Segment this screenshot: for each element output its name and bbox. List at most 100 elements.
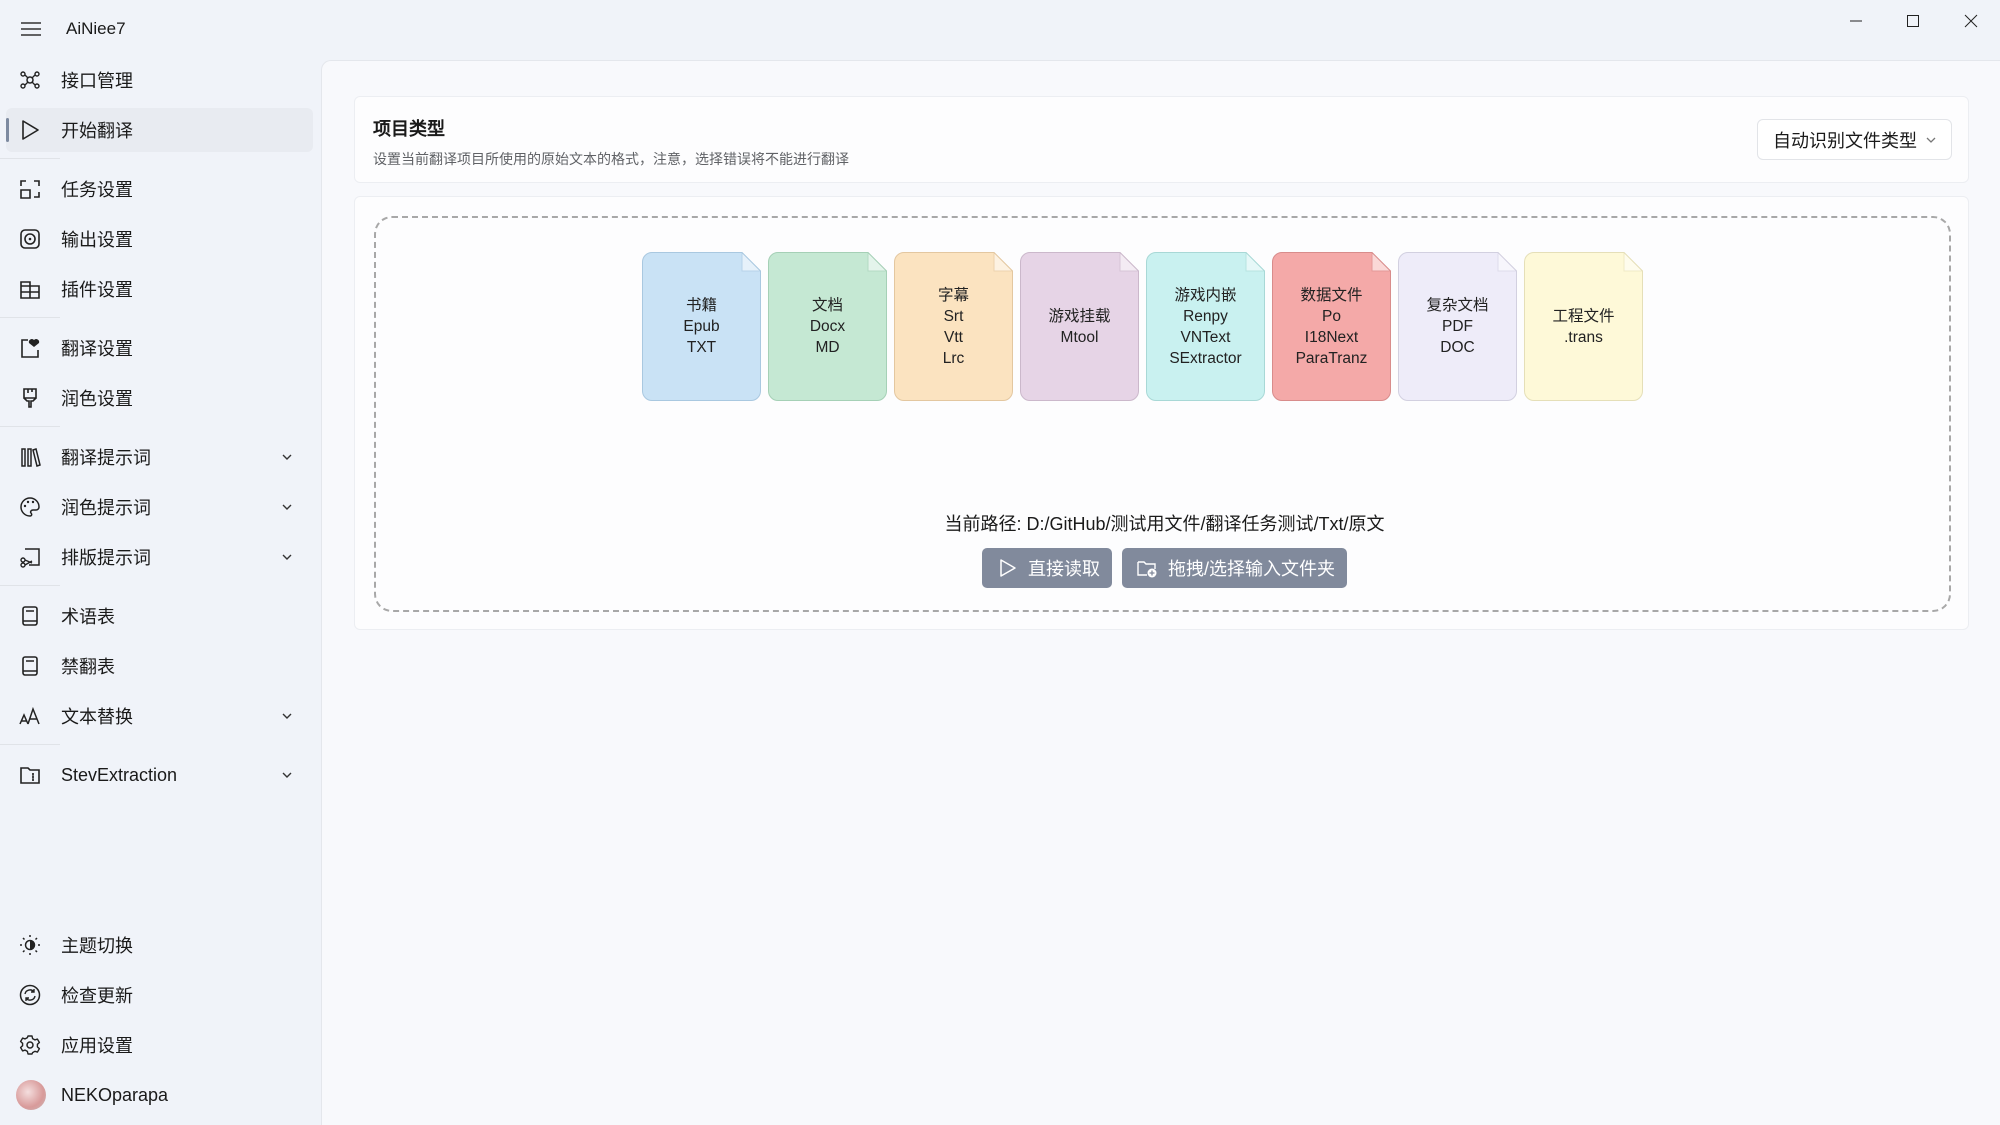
file-type-line: Vtt [944, 328, 963, 346]
file-type-line: TXT [686, 339, 717, 356]
sidebar-item-label: 任务设置 [61, 180, 133, 200]
file-type-card: 数据文件 Po I18Next ParaTranz [1272, 252, 1391, 401]
minimize-button[interactable] [1833, 6, 1879, 36]
sidebar-item-label: NEKOparapa [61, 1084, 169, 1105]
chevron-down-icon[interactable] [280, 768, 294, 782]
sidebar-item-label: 接口管理 [61, 71, 133, 91]
sidebar-item-9[interactable]: 排版提示词 [0, 532, 320, 582]
folder-zip-icon [20, 767, 40, 784]
project-type-dropdown[interactable]: 自动识别文件类型 [1757, 119, 1952, 160]
sidebar-item-13[interactable]: StevExtraction [0, 750, 320, 800]
menu-icon[interactable] [20, 20, 42, 38]
sidebar-divider [0, 155, 320, 164]
drop-zone[interactable]: 当前路径: D:/GitHub/测试用文件/翻译任务测试/Txt/原文 直接读取… [374, 216, 1951, 612]
file-type-line: 游戏内嵌 [1174, 286, 1237, 304]
file-icon [894, 252, 1013, 401]
sidebar-item-label: 翻译设置 [61, 339, 133, 359]
maximize-button[interactable] [1890, 6, 1936, 36]
sidebar-item-bottom-2[interactable]: 应用设置 [0, 1020, 320, 1070]
app-title: AiNiee7 [66, 19, 126, 38]
book-icon [22, 656, 38, 676]
file-type-line: I18Next [1304, 328, 1359, 346]
sidebar-divider [0, 314, 320, 323]
file-icon [768, 252, 887, 401]
sidebar-item-8[interactable]: 润色提示词 [0, 482, 320, 532]
chevron-down-icon[interactable] [280, 500, 294, 514]
sidebar-item-label: 文本替换 [61, 707, 133, 727]
file-type-line: Renpy [1183, 307, 1228, 325]
sidebar-item-11[interactable]: 禁翻表 [0, 641, 320, 691]
file-type-line: DOC [1440, 339, 1475, 356]
close-button[interactable] [1948, 6, 1994, 36]
file-type-line: Epub [683, 318, 720, 335]
sidebar-item-5[interactable]: 翻译设置 [0, 323, 320, 373]
chevron-down-icon[interactable] [280, 450, 294, 464]
sidebar-item-label: 润色设置 [61, 389, 133, 409]
sidebar-divider [0, 582, 320, 591]
sidebar-item-2[interactable]: 任务设置 [0, 164, 320, 214]
sidebar-item-label: 翻译提示词 [61, 448, 151, 468]
theme-icon [20, 935, 40, 955]
direct-read-button[interactable]: 直接读取 [982, 548, 1112, 588]
book-icon [22, 606, 38, 626]
gear-icon [19, 1035, 41, 1055]
sidebar-divider [0, 423, 320, 432]
file-type-line: PDF [1442, 318, 1473, 335]
sidebar-item-10[interactable]: 术语表 [0, 591, 320, 641]
input-card: 当前路径: D:/GitHub/测试用文件/翻译任务测试/Txt/原文 直接读取… [354, 196, 1969, 630]
file-type-line: Mtool [1060, 328, 1099, 346]
file-type-line: 文档 [811, 297, 843, 314]
file-type-card: 工程文件 .trans [1524, 252, 1643, 401]
chevron-down-icon[interactable] [280, 550, 294, 564]
dropdown-value: 自动识别文件类型 [1773, 130, 1917, 151]
file-type-line: Po [1322, 307, 1341, 325]
sidebar-item-label: 润色提示词 [61, 498, 151, 518]
sidebar-item-bottom-1[interactable]: 检查更新 [0, 970, 320, 1020]
file-type-line: 字幕 [937, 286, 969, 304]
sidebar-item-label: 检查更新 [61, 986, 133, 1006]
sidebar-item-6[interactable]: 润色设置 [0, 373, 320, 423]
file-type-card: 书籍 Epub TXT [642, 252, 761, 401]
project-type-card: 项目类型 设置当前翻译项目所使用的原始文本的格式，注意，选择错误将不能进行翻译 … [354, 96, 1969, 183]
sidebar-divider [0, 741, 320, 750]
sidebar-item-4[interactable]: 插件设置 [0, 264, 320, 314]
task-frame-icon [20, 180, 40, 199]
minimize-icon [1850, 20, 1862, 22]
project-type-subtitle: 设置当前翻译项目所使用的原始文本的格式，注意，选择错误将不能进行翻译 [373, 151, 849, 167]
file-icon [1020, 252, 1139, 401]
select-folder-button[interactable]: 拖拽/选择输入文件夹 [1122, 548, 1347, 588]
file-type-line: 工程文件 [1552, 307, 1615, 325]
sidebar-item-3[interactable]: 输出设置 [0, 214, 320, 264]
brush-icon [23, 388, 37, 408]
main-panel: 项目类型 设置当前翻译项目所使用的原始文本的格式，注意，选择错误将不能进行翻译 … [321, 60, 2000, 1125]
file-type-line: Docx [809, 318, 846, 335]
sidebar-item-7[interactable]: 翻译提示词 [0, 432, 320, 482]
network-icon [20, 71, 40, 89]
play-icon [22, 120, 39, 140]
file-type-line: 复杂文档 [1426, 297, 1489, 314]
file-type-card: 文档 Docx MD [768, 252, 887, 401]
sidebar-item-bottom-3[interactable]: NEKOparapa [0, 1070, 320, 1120]
sidebar-item-12[interactable]: 文本替换 [0, 691, 320, 741]
heart-note-icon [21, 339, 40, 358]
chevron-down-icon[interactable] [280, 709, 294, 723]
file-icon [1146, 252, 1265, 401]
sidebar-item-label: 插件设置 [61, 280, 133, 300]
library-icon [21, 448, 41, 467]
file-type-line: 游戏挂载 [1048, 307, 1111, 325]
file-type-line: ParaTranz [1295, 349, 1368, 367]
sidebar-item-1[interactable]: 开始翻译 [0, 105, 320, 155]
sidebar-bottom: 主题切换检查更新应用设置 NEKOparapa [0, 920, 320, 1120]
file-type-card: 游戏内嵌 Renpy VNText SExtractor [1146, 252, 1265, 401]
file-icon [1524, 252, 1643, 401]
project-type-title: 项目类型 [373, 119, 445, 139]
folder-add-icon [1137, 561, 1157, 578]
file-icon [1272, 252, 1391, 401]
sidebar-item-bottom-0[interactable]: 主题切换 [0, 920, 320, 970]
file-type-line: 数据文件 [1300, 286, 1363, 304]
direct-read-label: 直接读取 [1028, 559, 1100, 579]
select-folder-label: 拖拽/选择输入文件夹 [1168, 559, 1336, 579]
sidebar-item-label: 主题切换 [61, 936, 133, 956]
file-type-line: 书籍 [685, 297, 717, 314]
sidebar-item-0[interactable]: 接口管理 [0, 55, 320, 105]
